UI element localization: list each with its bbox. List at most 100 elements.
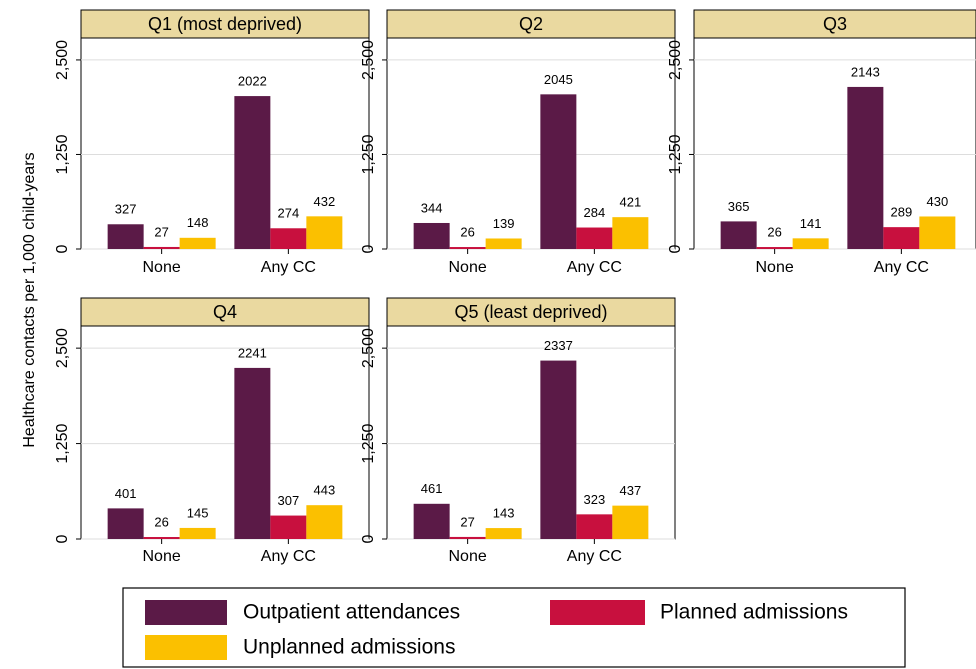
- bar: [107, 508, 144, 539]
- value-label: 327: [115, 202, 137, 217]
- panel-title: Q1 (most deprived): [148, 14, 302, 34]
- y-tick-label: 0: [54, 244, 71, 253]
- value-label: 2045: [544, 72, 573, 87]
- bar: [540, 94, 577, 250]
- y-tick-label: 2,500: [360, 328, 377, 368]
- plot-area: [386, 37, 676, 250]
- y-tick-label: 0: [360, 244, 377, 253]
- value-label: 139: [493, 216, 515, 231]
- value-label: 2022: [238, 74, 267, 89]
- value-label: 421: [620, 195, 642, 210]
- bar: [413, 503, 450, 539]
- bar: [540, 360, 577, 539]
- plot-area: [80, 37, 370, 250]
- value-label: 284: [584, 205, 606, 220]
- legend-swatch: [550, 600, 645, 625]
- x-tick-label: None: [756, 259, 794, 276]
- legend-swatch: [145, 635, 227, 660]
- strip: [80, 297, 370, 327]
- x-tick-label: None: [449, 548, 487, 565]
- panel-title: Q2: [519, 14, 543, 34]
- x-tick-label: Any CC: [874, 259, 929, 276]
- bar: [720, 221, 757, 249]
- value-label: 143: [493, 506, 515, 521]
- y-tick-label: 1,250: [667, 134, 684, 174]
- bar: [612, 505, 649, 539]
- x-tick-label: Any CC: [261, 259, 316, 276]
- bar: [107, 224, 144, 249]
- plot-area: [80, 325, 370, 540]
- plot-area: [386, 325, 676, 540]
- bar: [485, 238, 522, 249]
- value-label: 2143: [851, 64, 880, 79]
- value-label: 27: [460, 514, 474, 529]
- value-label: 307: [278, 493, 300, 508]
- value-label: 2241: [238, 345, 267, 360]
- plot-area: [693, 37, 976, 250]
- bar: [576, 227, 613, 249]
- value-label: 432: [314, 194, 336, 209]
- y-axis-label: Healthcare contacts per 1,000 child-year…: [21, 152, 38, 447]
- legend-label: Unplanned admissions: [243, 636, 455, 659]
- panel-title: Q3: [823, 14, 847, 34]
- legend-box: [122, 587, 906, 668]
- value-label: 401: [115, 486, 137, 501]
- bar: [306, 505, 343, 539]
- value-label: 365: [728, 199, 750, 214]
- legend-label: Outpatient attendances: [243, 601, 460, 624]
- bar: [485, 528, 522, 539]
- value-label: 27: [154, 224, 168, 239]
- bar: [449, 247, 486, 249]
- x-tick-label: Any CC: [567, 259, 622, 276]
- value-label: 2337: [544, 338, 573, 353]
- bar: [179, 237, 216, 249]
- value-label: 289: [891, 205, 913, 220]
- y-tick-label: 2,500: [667, 40, 684, 80]
- bar: [234, 96, 271, 249]
- value-label: 437: [620, 483, 642, 498]
- value-label: 430: [927, 194, 949, 209]
- legend-swatch: [145, 600, 227, 625]
- bar: [413, 222, 450, 249]
- value-label: 145: [187, 505, 209, 520]
- y-tick-label: 1,250: [360, 134, 377, 174]
- value-label: 26: [767, 224, 781, 239]
- y-tick-label: 0: [54, 534, 71, 543]
- bar: [576, 514, 613, 539]
- bar: [449, 536, 486, 539]
- legend-label: Planned admissions: [660, 601, 848, 624]
- bar: [306, 216, 343, 249]
- y-tick-label: 2,500: [54, 40, 71, 80]
- strip: [80, 9, 370, 39]
- x-tick-label: None: [449, 259, 487, 276]
- panel-title: Q5 (least deprived): [454, 302, 607, 322]
- value-label: 323: [584, 492, 606, 507]
- bar: [270, 228, 307, 249]
- value-label: 141: [800, 216, 822, 231]
- y-tick-label: 1,250: [54, 423, 71, 463]
- bar: [270, 515, 307, 539]
- value-label: 148: [187, 215, 209, 230]
- bar: [883, 227, 920, 249]
- y-tick-label: 0: [667, 244, 684, 253]
- strip: [693, 9, 976, 39]
- value-label: 274: [278, 206, 300, 221]
- x-tick-label: Any CC: [567, 548, 622, 565]
- x-tick-label: None: [143, 259, 181, 276]
- x-tick-label: None: [143, 548, 181, 565]
- y-tick-label: 1,250: [54, 134, 71, 174]
- x-tick-label: Any CC: [261, 548, 316, 565]
- bar: [919, 216, 956, 249]
- bar: [143, 537, 180, 539]
- value-label: 344: [421, 200, 443, 215]
- y-tick-label: 2,500: [54, 328, 71, 368]
- bar: [234, 367, 271, 539]
- bar: [179, 527, 216, 539]
- value-label: 443: [314, 483, 336, 498]
- panel-title: Q4: [213, 302, 237, 322]
- y-tick-label: 2,500: [360, 40, 377, 80]
- y-tick-label: 0: [360, 534, 377, 543]
- bar: [792, 238, 829, 249]
- value-label: 26: [460, 224, 474, 239]
